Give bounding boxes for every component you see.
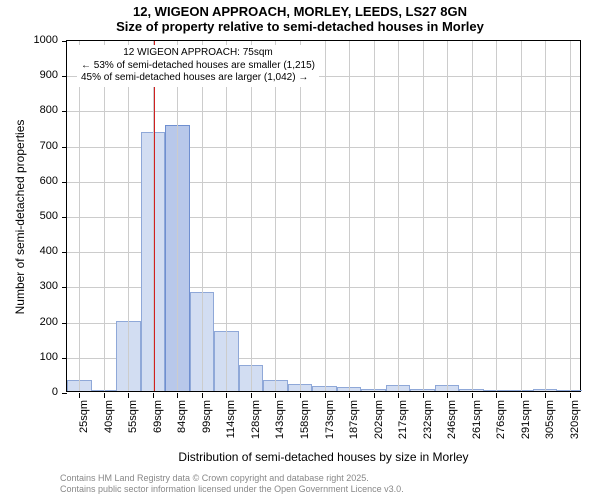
x-tick [128,393,129,398]
annotation-line: 12 WIGEON APPROACH: 75sqm [81,47,315,60]
gridline-v [251,41,252,391]
x-tick [104,393,105,398]
x-tick-label: 187sqm [348,400,360,450]
title-line-2: Size of property relative to semi-detach… [0,19,600,34]
x-tick-label: 143sqm [274,400,286,450]
y-tick-label: 100 [18,351,58,363]
gridline-v [202,41,203,391]
chart-container: 12, WIGEON APPROACH, MORLEY, LEEDS, LS27… [0,0,600,500]
x-tick-label: 246sqm [446,400,458,450]
gridline-v [325,41,326,391]
gridline-v [545,41,546,391]
x-tick [300,393,301,398]
x-tick-label: 158sqm [299,400,311,450]
x-tick [472,393,473,398]
gridline-v [447,41,448,391]
x-tick-label: 202sqm [373,400,385,450]
x-tick [374,393,375,398]
x-tick-label: 276sqm [495,400,507,450]
x-tick [153,393,154,398]
annotation-box: 12 WIGEON APPROACH: 75sqm← 53% of semi-d… [77,45,319,87]
y-tick [62,182,67,183]
x-axis-label: Distribution of semi-detached houses by … [66,450,581,464]
x-tick-label: 84sqm [176,400,188,450]
footnote-line-1: Contains HM Land Registry data © Crown c… [60,473,404,485]
title-line-1: 12, WIGEON APPROACH, MORLEY, LEEDS, LS27… [0,4,600,19]
x-tick-label: 69sqm [152,400,164,450]
y-tick [62,147,67,148]
y-tick [62,393,67,394]
x-tick-label: 128sqm [250,400,262,450]
y-tick-label: 700 [18,140,58,152]
x-tick [202,393,203,398]
gridline-v [275,41,276,391]
gridline-v [226,41,227,391]
annotation-line: ← 53% of semi-detached houses are smalle… [81,60,315,73]
x-tick-label: 40sqm [103,400,115,450]
y-tick [62,217,67,218]
gridline-v [177,41,178,391]
y-tick-label: 800 [18,104,58,116]
y-tick-label: 900 [18,69,58,81]
gridline-v [398,41,399,391]
x-tick [570,393,571,398]
gridline-v [521,41,522,391]
x-tick [275,393,276,398]
gridline-v [374,41,375,391]
x-tick [423,393,424,398]
x-tick [398,393,399,398]
gridline-v [349,41,350,391]
title-block: 12, WIGEON APPROACH, MORLEY, LEEDS, LS27… [0,4,600,34]
y-tick-label: 1000 [18,34,58,46]
gridline-v [104,41,105,391]
y-tick [62,323,67,324]
y-tick-label: 0 [18,386,58,398]
x-tick-label: 114sqm [225,400,237,450]
x-tick-label: 173sqm [324,400,336,450]
x-tick [521,393,522,398]
reference-line [154,41,155,391]
gridline-v [496,41,497,391]
y-tick-label: 600 [18,175,58,187]
y-tick [62,287,67,288]
x-tick-label: 217sqm [397,400,409,450]
footnote: Contains HM Land Registry data © Crown c… [60,473,404,496]
y-tick [62,41,67,42]
x-tick [251,393,252,398]
x-tick-label: 232sqm [422,400,434,450]
x-tick [447,393,448,398]
gridline-v [128,41,129,391]
gridline-v [423,41,424,391]
y-tick-label: 300 [18,280,58,292]
annotation-line: 45% of semi-detached houses are larger (… [81,72,315,85]
x-tick-label: 25sqm [78,400,90,450]
x-tick-label: 55sqm [127,400,139,450]
y-tick [62,111,67,112]
y-tick [62,358,67,359]
x-tick [226,393,227,398]
y-tick-label: 400 [18,245,58,257]
gridline-v [79,41,80,391]
gridline-v [472,41,473,391]
x-tick [545,393,546,398]
x-tick-label: 305sqm [544,400,556,450]
x-tick [349,393,350,398]
x-tick-label: 261sqm [471,400,483,450]
gridline-v [570,41,571,391]
x-tick-label: 320sqm [569,400,581,450]
gridline-v [300,41,301,391]
x-tick [496,393,497,398]
plot-area: 12 WIGEON APPROACH: 75sqm← 53% of semi-d… [66,40,581,392]
x-tick [79,393,80,398]
y-tick [62,76,67,77]
y-tick-label: 500 [18,210,58,222]
gridline [67,111,580,112]
x-tick-label: 99sqm [201,400,213,450]
x-tick [325,393,326,398]
footnote-line-2: Contains public sector information licen… [60,484,404,496]
x-tick-label: 291sqm [520,400,532,450]
x-tick [177,393,178,398]
y-tick [62,252,67,253]
y-tick-label: 200 [18,316,58,328]
